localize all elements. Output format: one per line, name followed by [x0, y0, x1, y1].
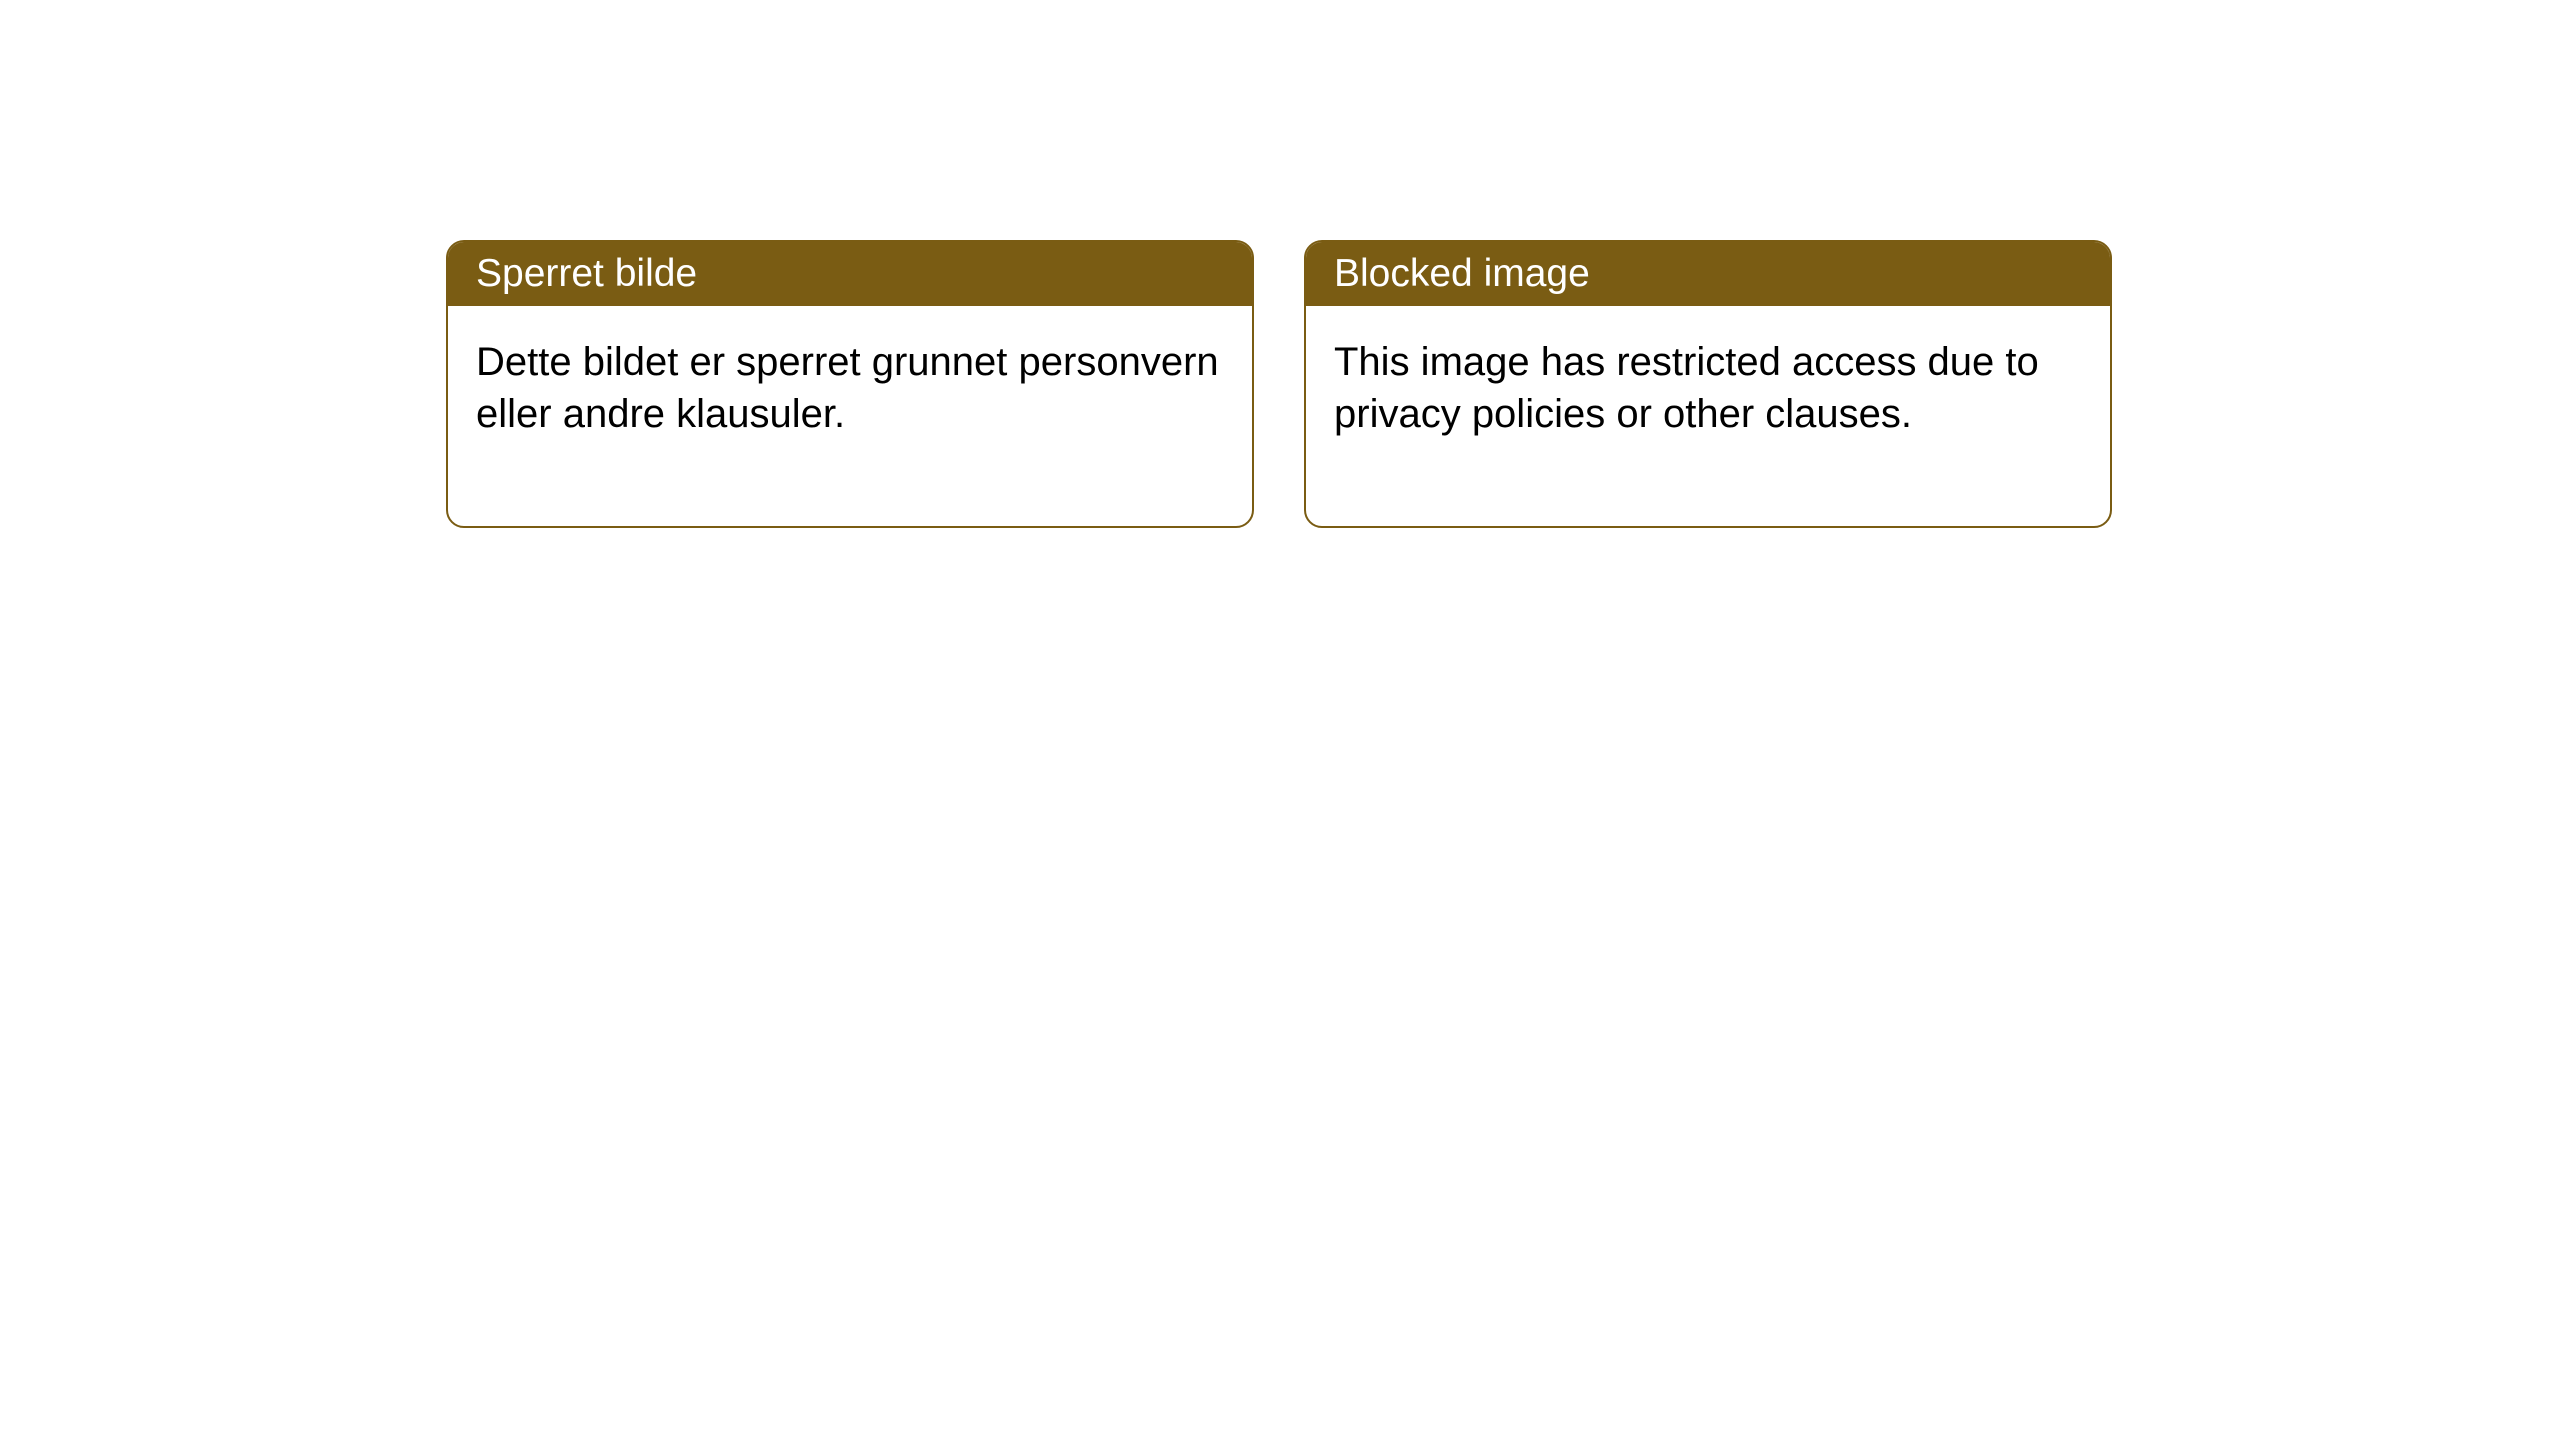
notice-title: Blocked image: [1334, 252, 1590, 295]
notice-box-norwegian: Sperret bilde Dette bildet er sperret gr…: [446, 240, 1254, 528]
notice-header-english: Blocked image: [1306, 242, 2110, 306]
notice-body-norwegian: Dette bildet er sperret grunnet personve…: [448, 306, 1252, 526]
notice-body-text: Dette bildet er sperret grunnet personve…: [476, 340, 1219, 436]
notice-container: Sperret bilde Dette bildet er sperret gr…: [446, 240, 2112, 528]
notice-body-english: This image has restricted access due to …: [1306, 306, 2110, 526]
notice-box-english: Blocked image This image has restricted …: [1304, 240, 2112, 528]
notice-body-text: This image has restricted access due to …: [1334, 340, 2039, 436]
notice-title: Sperret bilde: [476, 252, 697, 295]
notice-header-norwegian: Sperret bilde: [448, 242, 1252, 306]
